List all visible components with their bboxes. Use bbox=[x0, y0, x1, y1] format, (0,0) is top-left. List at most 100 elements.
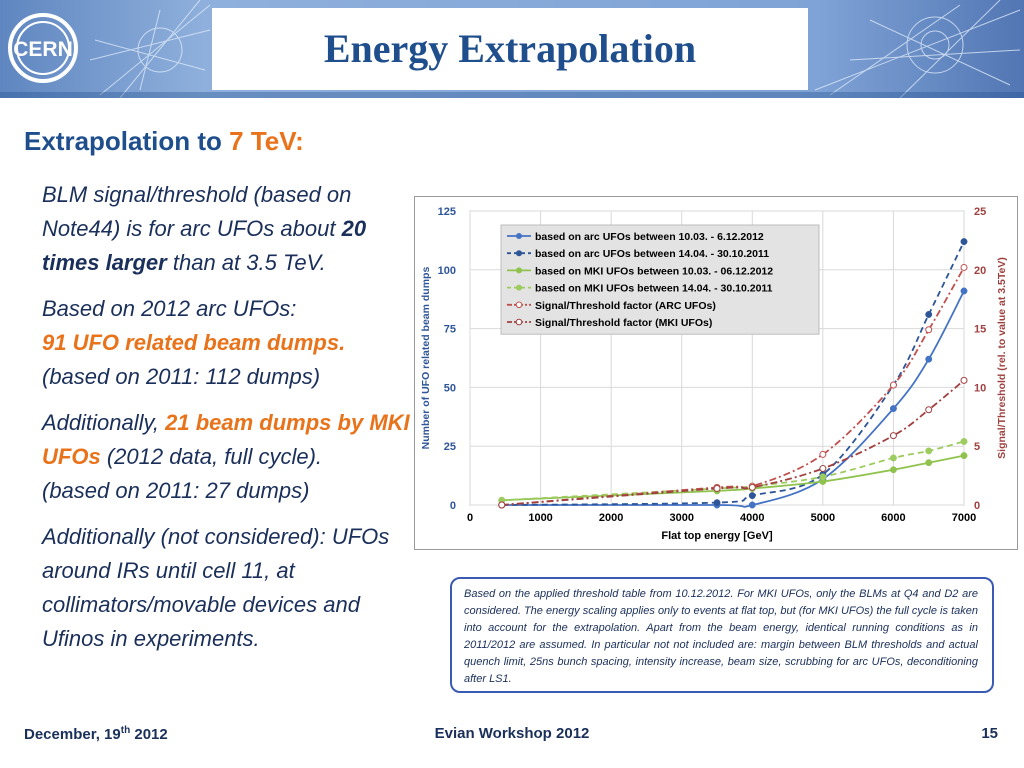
y-right-tick-label: 20 bbox=[974, 265, 986, 277]
footer-page-number: 15 bbox=[981, 725, 998, 742]
data-point bbox=[925, 406, 933, 414]
data-point bbox=[713, 499, 721, 507]
data-point bbox=[960, 438, 968, 445]
chart-series bbox=[498, 238, 968, 509]
p4-text: Additionally (not considered): UFOs arou… bbox=[42, 524, 390, 651]
legend-item: based on MKI UFOs between 10.03. - 06.12… bbox=[507, 265, 773, 277]
y-left-tick-label: 0 bbox=[450, 500, 456, 512]
p2-text-b: (based on 2011: 112 dumps) bbox=[42, 364, 321, 389]
data-point bbox=[819, 465, 827, 473]
legend-marker bbox=[516, 233, 522, 239]
p2-highlight: 91 UFO related beam dumps. bbox=[42, 330, 346, 355]
data-point bbox=[498, 501, 506, 509]
paragraph-blm-signal: BLM signal/threshold (based on Note44) i… bbox=[42, 178, 420, 280]
data-point bbox=[819, 450, 827, 458]
energy-chart: 0 1000 2000 3000 4000 5000 6000 700002550751001… bbox=[420, 206, 1008, 542]
x-tick-label: 3000 bbox=[669, 512, 693, 524]
legend-box bbox=[500, 224, 820, 335]
series-line bbox=[501, 379, 965, 506]
data-point bbox=[889, 466, 897, 474]
p1-emphasis: 20 times larger bbox=[42, 216, 367, 275]
legend-item: Signal/Threshold factor (MKI UFOs) bbox=[507, 317, 712, 329]
data-point bbox=[960, 376, 968, 384]
paragraph-not-considered: Additionally (not considered): UFOs arou… bbox=[42, 520, 420, 656]
y-right-tick-label: 15 bbox=[974, 324, 986, 336]
data-point bbox=[819, 473, 827, 481]
data-point bbox=[925, 355, 933, 363]
x-tick-label: 1000 bbox=[528, 512, 552, 524]
footer-date-sup: th bbox=[120, 725, 131, 736]
legend-item: Signal/Threshold factor (ARC UFOs) bbox=[507, 300, 716, 312]
legend-item: based on MKI UFOs between 14.04. - 30.10… bbox=[507, 283, 773, 295]
legend-marker bbox=[515, 301, 523, 309]
data-point bbox=[889, 454, 897, 462]
x-tick-label: 2000 bbox=[599, 512, 623, 524]
series-line bbox=[501, 440, 965, 502]
p3-text-c: (based on 2011: 27 dumps) bbox=[42, 478, 310, 503]
data-point bbox=[925, 459, 933, 467]
x-axis-label: Flat top energy [GeV] bbox=[661, 530, 773, 542]
data-point bbox=[748, 492, 756, 500]
y-right-axis-label: Signal/Threshold (rel. to value at 3.5Te… bbox=[996, 257, 1008, 459]
legend-marker bbox=[516, 284, 522, 291]
legend-label: based on MKI UFOs between 10.03. - 06.12… bbox=[535, 265, 773, 277]
subheading: Extrapolation to 7 TeV: bbox=[24, 126, 304, 157]
y-right-tick-label: 25 bbox=[974, 206, 986, 218]
header-banner: CERN Energy Extrapolation bbox=[0, 0, 1024, 98]
legend-label: based on MKI UFOs between 14.04. - 30.10… bbox=[535, 283, 773, 295]
paragraph-arc-ufos: Based on 2012 arc UFOs: 91 UFO related b… bbox=[42, 292, 420, 394]
data-point bbox=[748, 501, 756, 509]
legend-label: Signal/Threshold factor (ARC UFOs) bbox=[535, 300, 716, 312]
note-box: Based on the applied threshold table fro… bbox=[450, 577, 994, 693]
footer-date-prefix: December, 19 bbox=[24, 726, 121, 743]
x-tick-label: 4000 bbox=[740, 512, 764, 524]
legend-marker bbox=[516, 250, 522, 257]
data-point bbox=[960, 238, 968, 246]
y-left-tick-label: 100 bbox=[438, 265, 456, 277]
footer-date: December, 19th 2012 bbox=[24, 725, 168, 743]
y-left-axis-label: Number of UFO related beam dumps bbox=[420, 267, 432, 450]
subheading-highlight: 7 TeV: bbox=[229, 126, 304, 156]
data-point bbox=[748, 483, 756, 491]
logo-text: CERN bbox=[13, 38, 73, 61]
x-tick-label: 0 bbox=[467, 512, 473, 524]
legend-label: based on arc UFOs between 14.04. - 30.10… bbox=[535, 248, 769, 260]
p3-text-a: Additionally, bbox=[42, 410, 159, 435]
data-point bbox=[889, 432, 897, 440]
x-tick-label: 7000 bbox=[952, 512, 976, 524]
body-text: BLM signal/threshold (based on Note44) i… bbox=[42, 178, 420, 668]
p2-text-a: Based on 2012 arc UFOs: bbox=[42, 296, 297, 321]
data-point bbox=[960, 263, 968, 271]
y-left-tick-label: 75 bbox=[444, 324, 456, 336]
series-line bbox=[501, 454, 965, 502]
y-left-tick-label: 125 bbox=[438, 206, 456, 218]
series-line bbox=[501, 241, 965, 506]
legend-marker bbox=[515, 318, 523, 326]
legend-label: Signal/Threshold factor (MKI UFOs) bbox=[535, 317, 712, 329]
data-point bbox=[925, 326, 933, 334]
subheading-prefix: Extrapolation to bbox=[24, 126, 222, 156]
legend-marker bbox=[516, 267, 522, 274]
x-tick-label: 5000 bbox=[811, 512, 835, 524]
data-point bbox=[960, 287, 968, 295]
note-text: Based on the applied threshold table fro… bbox=[464, 588, 978, 685]
data-point bbox=[960, 452, 968, 460]
y-right-tick-label: 10 bbox=[974, 382, 986, 394]
p1-text-a: BLM signal/threshold (based on Note44) i… bbox=[42, 182, 352, 241]
p3-highlight-1: 21 beam dumps by bbox=[165, 410, 364, 435]
footer-event: Evian Workshop 2012 bbox=[434, 725, 590, 742]
data-point bbox=[925, 311, 933, 318]
chart-frame: 0 1000 2000 3000 4000 5000 6000 7000 0 25 50 75 100 1… bbox=[414, 196, 1018, 550]
legend-label: based on arc UFOs between 10.03. - 6.12.… bbox=[535, 231, 764, 243]
data-point bbox=[713, 485, 721, 493]
footer-date-suffix: 2012 bbox=[130, 726, 168, 743]
p1-text-b: than at 3.5 TeV. bbox=[172, 250, 326, 275]
y-right-tick-label: 5 bbox=[974, 441, 980, 453]
cern-logo: CERN bbox=[8, 13, 78, 83]
data-point bbox=[889, 405, 897, 413]
series-5 bbox=[498, 376, 968, 509]
data-point bbox=[889, 381, 897, 389]
legend-item: based on arc UFOs between 14.04. - 30.10… bbox=[507, 248, 769, 260]
p3-text-b: (2012 data, full cycle). bbox=[106, 444, 323, 469]
chart-legend: based on arc UFOs between 10.03. - 6.12.… bbox=[500, 224, 820, 335]
